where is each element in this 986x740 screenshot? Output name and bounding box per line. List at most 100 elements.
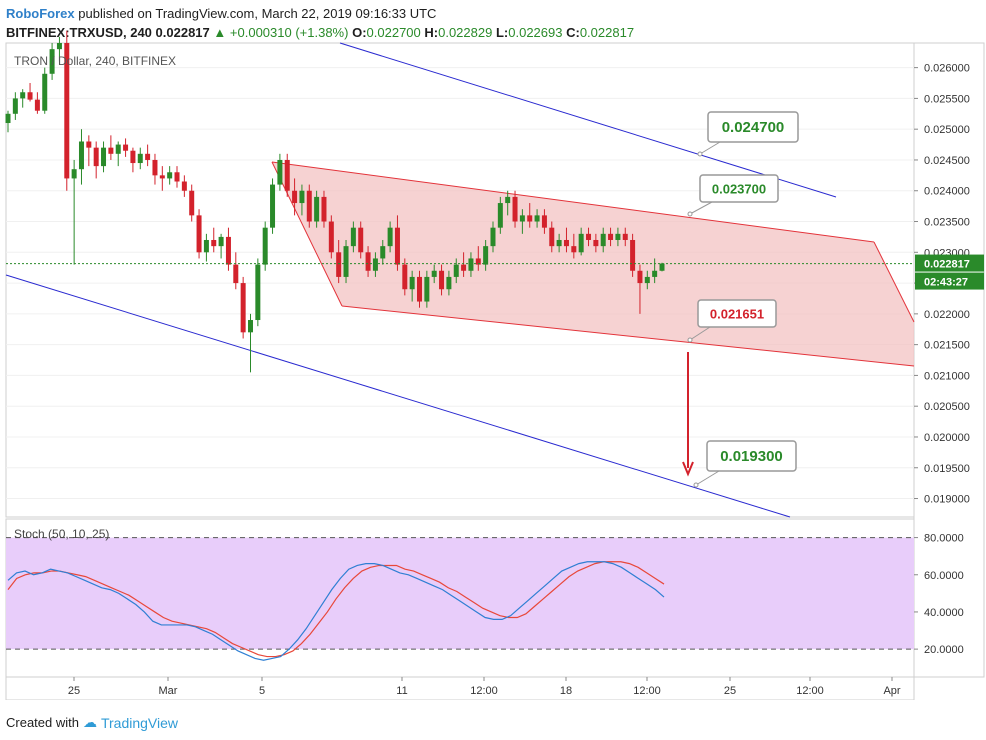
candle-body[interactable] — [71, 169, 77, 179]
candle-body[interactable] — [306, 190, 312, 222]
candle-body[interactable] — [622, 233, 628, 240]
candle-body[interactable] — [600, 233, 606, 247]
candle-body[interactable] — [519, 215, 525, 222]
price-chart[interactable]: 0.024700 0.023700 0.021651 0.019300 0.02600… — [0, 0, 986, 700]
candle-body[interactable] — [336, 252, 342, 277]
candle-body[interactable] — [387, 227, 393, 247]
candle-body[interactable] — [439, 270, 445, 290]
candle-body[interactable] — [608, 233, 614, 240]
callout-box[interactable] — [697, 299, 777, 328]
candle-body[interactable] — [527, 215, 533, 222]
candle-body[interactable] — [541, 215, 547, 228]
candle-body[interactable] — [64, 43, 70, 179]
candle-body[interactable] — [292, 190, 298, 204]
candle-body[interactable] — [137, 153, 143, 164]
candle-body[interactable] — [490, 227, 496, 247]
candle-body[interactable] — [652, 270, 658, 277]
candle-body[interactable] — [20, 92, 26, 99]
candle-body[interactable] — [299, 190, 305, 204]
candle-body[interactable] — [556, 239, 562, 247]
candle-body[interactable] — [549, 227, 555, 247]
candle-body[interactable] — [123, 144, 129, 151]
candle-body[interactable] — [409, 276, 415, 290]
candle-body[interactable] — [321, 196, 327, 222]
candle-body[interactable] — [42, 73, 48, 111]
candle-body[interactable] — [218, 236, 224, 247]
callout-box[interactable] — [707, 111, 799, 143]
candle-body[interactable] — [512, 196, 518, 222]
candle-body[interactable] — [314, 196, 320, 222]
candle-body[interactable] — [262, 227, 268, 265]
candle-body[interactable] — [152, 159, 158, 176]
candle-body[interactable] — [453, 264, 459, 277]
candle-body[interactable] — [101, 147, 107, 167]
candle-body[interactable] — [247, 320, 253, 333]
candle-body[interactable] — [431, 270, 437, 277]
candle-body[interactable] — [56, 43, 62, 50]
candle-body[interactable] — [86, 141, 92, 148]
candle-body[interactable] — [505, 196, 511, 204]
candle-body[interactable] — [78, 141, 84, 170]
candle-body[interactable] — [446, 276, 452, 290]
candle-body[interactable] — [159, 175, 165, 179]
candle-body[interactable] — [270, 184, 276, 228]
candle-body[interactable] — [181, 181, 187, 191]
candle-body[interactable] — [225, 236, 231, 265]
candle-body[interactable] — [586, 233, 592, 240]
candle-body[interactable] — [497, 203, 503, 228]
candle-body[interactable] — [424, 276, 430, 302]
candle-body[interactable] — [534, 215, 540, 222]
candle-body[interactable] — [372, 258, 378, 271]
candle-body[interactable] — [483, 246, 489, 265]
candle-body[interactable] — [12, 98, 18, 114]
callout-box[interactable] — [699, 174, 779, 203]
candle-body[interactable] — [211, 239, 217, 247]
candle-body[interactable] — [394, 227, 400, 265]
candle-body[interactable] — [93, 147, 99, 167]
candle-body[interactable] — [475, 258, 481, 265]
candle-body[interactable] — [630, 239, 636, 271]
candle-body[interactable] — [240, 283, 246, 333]
candle-body[interactable] — [145, 153, 151, 160]
candle-body[interactable] — [350, 227, 356, 247]
candle-body[interactable] — [115, 144, 121, 154]
candle-body[interactable] — [328, 221, 334, 253]
candle-body[interactable] — [277, 159, 283, 185]
candle-body[interactable] — [593, 239, 599, 247]
candle-body[interactable] — [417, 276, 423, 302]
candle-body[interactable] — [233, 264, 239, 284]
candle-body[interactable] — [130, 150, 136, 164]
candle-body[interactable] — [34, 99, 40, 111]
candle-body[interactable] — [461, 264, 467, 271]
candle-body[interactable] — [167, 172, 173, 179]
candle-body[interactable] — [402, 264, 408, 290]
candle-body[interactable] — [563, 239, 569, 247]
candle-body[interactable] — [203, 239, 209, 253]
candle-body[interactable] — [174, 172, 180, 182]
candle-body[interactable] — [343, 246, 349, 277]
candle-body[interactable] — [571, 246, 577, 253]
candle-body[interactable] — [284, 159, 290, 191]
publisher-name[interactable]: RoboForex — [6, 6, 75, 21]
candle-body[interactable] — [615, 233, 621, 240]
candle-body[interactable] — [468, 258, 474, 271]
candle-body[interactable] — [189, 190, 195, 216]
candle-body[interactable] — [27, 92, 33, 100]
time-axis[interactable] — [5, 676, 915, 700]
candle-body[interactable] — [255, 264, 261, 321]
candle-body[interactable] — [196, 215, 202, 253]
candle-body[interactable] — [365, 252, 371, 271]
callout-box[interactable] — [706, 440, 797, 472]
candle-body[interactable] — [644, 276, 650, 284]
candle-body[interactable] — [108, 147, 114, 154]
tradingview-logo-text[interactable]: TradingView — [100, 714, 179, 731]
candle-body[interactable] — [5, 113, 11, 124]
candle-body[interactable] — [358, 227, 364, 253]
candle-body[interactable] — [380, 246, 386, 259]
price-axis[interactable] — [913, 42, 985, 678]
candle-body[interactable] — [49, 49, 55, 74]
candle-body[interactable] — [659, 263, 665, 271]
tradingview-cloud-icon[interactable]: ☁ — [82, 714, 97, 730]
candle-body[interactable] — [578, 233, 584, 253]
candle-body[interactable] — [637, 270, 643, 284]
